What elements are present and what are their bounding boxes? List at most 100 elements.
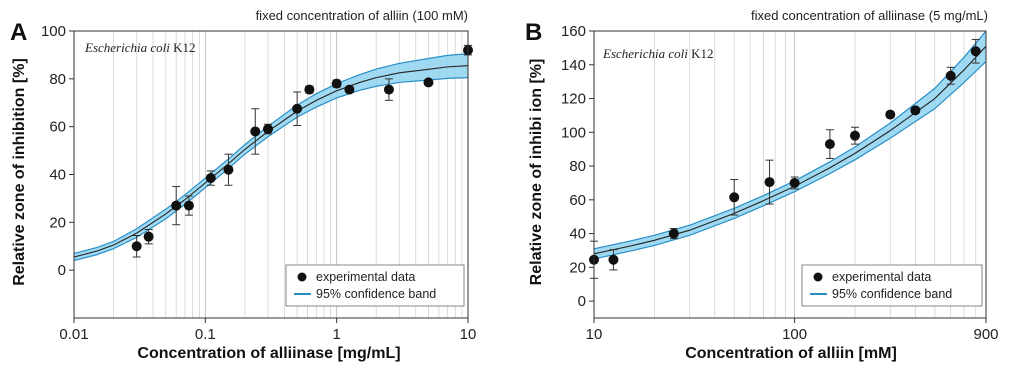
point-marker bbox=[250, 126, 261, 137]
panel-a-x-tick-label: 0.1 bbox=[195, 326, 216, 343]
point-marker bbox=[304, 84, 315, 95]
point-marker bbox=[849, 130, 860, 141]
point-marker bbox=[292, 103, 303, 114]
panel-a-legend-box bbox=[285, 264, 465, 307]
panel-b-legend: experimental data 95% confidence band bbox=[801, 264, 983, 307]
panel-b-organism-name: Escherichia coli bbox=[602, 46, 688, 61]
panel-a-legend-label-band: 95% confidence band bbox=[316, 287, 436, 301]
panel-a-organism-strain: K12 bbox=[173, 40, 195, 55]
panel-b-x-tick-label: 100 bbox=[782, 326, 807, 343]
panel-a-organism-label: Escherichia coli K12 bbox=[84, 40, 195, 55]
panel-b-x-tick-label: 10 bbox=[586, 326, 603, 343]
panel-a-legend-marker-points bbox=[297, 272, 307, 282]
panel-a-data-point bbox=[143, 229, 154, 245]
panel-b-letter: B bbox=[525, 19, 542, 46]
panel-b-band-upper-edge bbox=[593, 30, 987, 250]
panel-a-x-tick-label: 1 bbox=[332, 326, 340, 343]
panel-b-data-point bbox=[945, 66, 956, 85]
point-marker bbox=[131, 241, 142, 252]
point-marker bbox=[945, 70, 956, 81]
panel-b-y-tick-label: 120 bbox=[561, 91, 586, 108]
panel-a-y-tick-label: 60 bbox=[49, 119, 66, 136]
panel-b-y-tick-label: 160 bbox=[561, 23, 586, 40]
panel-b-y-tick-label: 140 bbox=[561, 57, 586, 74]
panel-a-x-tick-label: 10 bbox=[460, 326, 477, 343]
point-marker bbox=[183, 200, 194, 211]
panel-a-y-tick-label: 100 bbox=[41, 23, 66, 40]
panel-a-data-point bbox=[331, 78, 342, 89]
point-marker bbox=[171, 200, 182, 211]
panel-a-fit-curve bbox=[73, 65, 469, 258]
panel-a-data-point bbox=[171, 185, 182, 226]
panel-a-data-point bbox=[383, 78, 394, 101]
panel-a-letter: A bbox=[10, 19, 27, 46]
panel-b-ticks: 10 100 900 0 20 40 60 80 100 120 140 160 bbox=[561, 23, 999, 343]
point-marker bbox=[668, 228, 679, 239]
panel-b-y-tick-label: 60 bbox=[569, 192, 586, 209]
point-marker bbox=[789, 177, 800, 188]
point-marker bbox=[764, 177, 775, 188]
panel-b-fit-curve bbox=[593, 45, 987, 255]
panel-b-legend-box bbox=[801, 264, 983, 307]
panel-a-data-point bbox=[262, 123, 273, 135]
point-marker bbox=[262, 124, 273, 135]
panel-b-data-point bbox=[608, 249, 619, 271]
panel-b-organism-label: Escherichia coli K12 bbox=[602, 46, 713, 61]
point-marker bbox=[970, 46, 981, 57]
panel-b-data-point bbox=[910, 105, 921, 116]
panel-b-band-lower-edge bbox=[593, 60, 987, 260]
panel-b-legend-label-points: experimental data bbox=[832, 270, 931, 284]
point-marker bbox=[824, 139, 835, 150]
point-marker bbox=[143, 231, 154, 242]
panel-a-data-point bbox=[304, 84, 315, 95]
panel-a-x-tick-label: 0.01 bbox=[59, 326, 88, 343]
panel-b-data-point bbox=[764, 159, 775, 205]
panel-a-data-point bbox=[423, 77, 434, 88]
panel-a-data-point bbox=[205, 170, 216, 186]
panel-b-data-point bbox=[849, 126, 860, 145]
panel-b-x-axis-title: Concentration of alliin [mM] bbox=[685, 345, 897, 362]
panel-b-data-point bbox=[668, 228, 679, 240]
point-marker bbox=[423, 77, 434, 88]
panel-b-fit-line bbox=[593, 45, 987, 255]
panel-a-y-tick-label: 80 bbox=[49, 71, 66, 88]
panel-a-data-point bbox=[344, 84, 355, 95]
panel-a-band-area bbox=[74, 53, 468, 261]
panel-a-legend-label-points: experimental data bbox=[316, 270, 415, 284]
panel-a-y-tick-label: 20 bbox=[49, 214, 66, 231]
panel-b-y-axis-title: Relative zone of inhibi ion [%] bbox=[528, 59, 545, 286]
panel-a-data-point bbox=[250, 108, 261, 155]
point-marker bbox=[885, 109, 896, 120]
panel-b-chart: B fixed concentration of alliinase (5 mg… bbox=[525, 8, 999, 362]
panel-a-fit-line bbox=[73, 65, 469, 258]
panel-b-note: fixed concentration of alliinase (5 mg/m… bbox=[751, 8, 988, 23]
panel-b-band-area bbox=[594, 31, 986, 259]
panel-b-data-point bbox=[970, 38, 981, 64]
panel-b-legend-label-band: 95% confidence band bbox=[832, 287, 952, 301]
panel-a-data-point bbox=[292, 91, 303, 126]
svg-text:Escherichia coli K12: Escherichia coli K12 bbox=[602, 46, 713, 61]
panel-a-organism-name: Escherichia coli bbox=[84, 40, 170, 55]
point-marker bbox=[608, 254, 619, 265]
panel-a-y-axis-title: Relative zone of inhibition [%] bbox=[11, 58, 28, 286]
panel-b-y-tick-label: 100 bbox=[561, 124, 586, 141]
panel-a-band-upper-edge bbox=[73, 53, 469, 255]
panel-a-chart: A fixed concentration of alliin (100 mM)… bbox=[10, 8, 476, 362]
panel-a-legend: experimental data 95% confidence band bbox=[285, 264, 465, 307]
panel-a-data-point bbox=[223, 153, 234, 186]
panel-b-data-point bbox=[885, 109, 896, 120]
panel-a-data-point bbox=[183, 195, 194, 216]
panel-b-y-tick-label: 40 bbox=[569, 226, 586, 243]
point-marker bbox=[344, 84, 355, 95]
panel-a-data-point bbox=[131, 234, 142, 258]
point-marker bbox=[331, 78, 342, 89]
panel-b-y-tick-label: 80 bbox=[569, 158, 586, 175]
point-marker bbox=[223, 164, 234, 175]
panel-b-y-tick-label: 0 bbox=[578, 293, 586, 310]
panel-b-organism-strain: K12 bbox=[691, 46, 713, 61]
point-marker bbox=[729, 192, 740, 203]
point-marker bbox=[383, 84, 394, 95]
panel-b-data-point bbox=[789, 176, 800, 190]
